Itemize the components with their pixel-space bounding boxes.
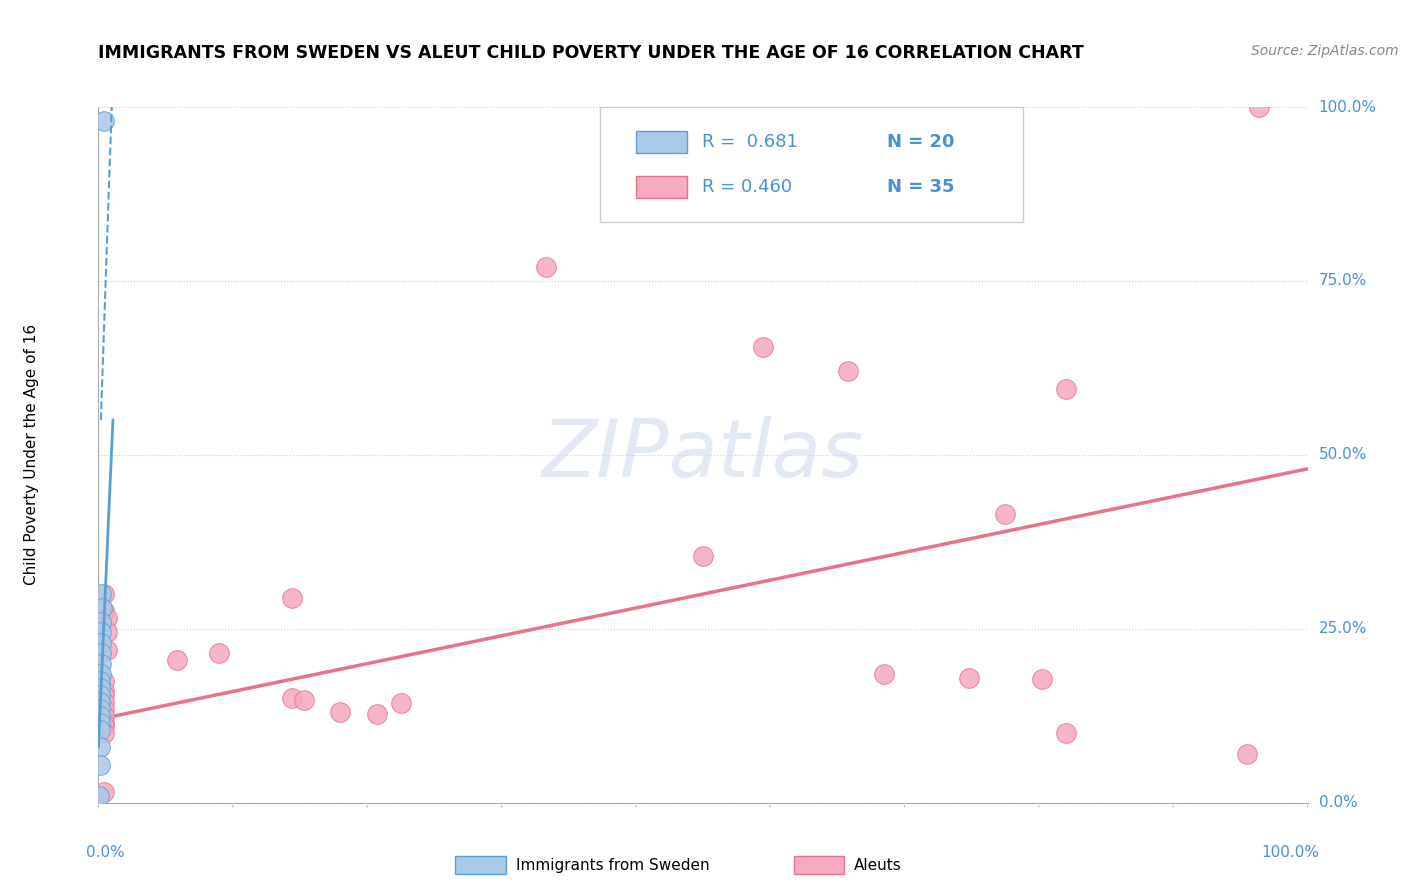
Bar bbox=[793, 856, 845, 874]
Point bbox=[96, 642, 118, 657]
Point bbox=[89, 688, 111, 702]
Point bbox=[93, 702, 115, 716]
Point bbox=[166, 653, 188, 667]
Point bbox=[1249, 100, 1271, 114]
Point bbox=[1054, 726, 1077, 740]
Bar bbox=[637, 176, 688, 198]
Point bbox=[96, 611, 118, 625]
Point bbox=[93, 587, 115, 601]
Text: 100.0%: 100.0% bbox=[1261, 845, 1320, 860]
Text: N = 35: N = 35 bbox=[887, 178, 955, 196]
Point bbox=[292, 693, 315, 707]
Point bbox=[93, 688, 115, 702]
FancyBboxPatch shape bbox=[600, 107, 1024, 222]
Point bbox=[89, 702, 111, 716]
Text: 50.0%: 50.0% bbox=[1319, 448, 1367, 462]
Point bbox=[1236, 747, 1258, 761]
Point bbox=[692, 549, 714, 563]
Point bbox=[93, 114, 115, 128]
Text: N = 20: N = 20 bbox=[887, 133, 955, 151]
Point bbox=[93, 785, 115, 799]
Point bbox=[1031, 672, 1053, 686]
Point bbox=[90, 667, 112, 681]
Point bbox=[534, 260, 557, 274]
Point bbox=[89, 708, 111, 723]
Point bbox=[93, 719, 115, 733]
Point bbox=[96, 625, 118, 640]
Bar bbox=[637, 131, 688, 153]
Point bbox=[93, 695, 115, 709]
Point bbox=[90, 646, 112, 660]
Text: Source: ZipAtlas.com: Source: ZipAtlas.com bbox=[1251, 44, 1399, 58]
Point bbox=[93, 708, 115, 723]
Point bbox=[873, 667, 896, 681]
Point bbox=[89, 695, 111, 709]
Point bbox=[90, 587, 112, 601]
Point bbox=[87, 789, 110, 803]
Point bbox=[90, 615, 112, 629]
Point bbox=[89, 723, 111, 737]
Point bbox=[89, 674, 111, 689]
Text: IMMIGRANTS FROM SWEDEN VS ALEUT CHILD POVERTY UNDER THE AGE OF 16 CORRELATION CH: IMMIGRANTS FROM SWEDEN VS ALEUT CHILD PO… bbox=[98, 45, 1084, 62]
Text: ZIPatlas: ZIPatlas bbox=[541, 416, 865, 494]
Point bbox=[89, 757, 111, 772]
Point bbox=[90, 657, 112, 671]
Point bbox=[93, 684, 115, 698]
Text: 0.0%: 0.0% bbox=[86, 845, 125, 860]
Point bbox=[93, 605, 115, 619]
Bar bbox=[456, 856, 506, 874]
Point bbox=[281, 591, 304, 605]
Point bbox=[1054, 382, 1077, 396]
Point bbox=[994, 507, 1017, 521]
Point bbox=[208, 646, 231, 660]
Text: 75.0%: 75.0% bbox=[1319, 274, 1367, 288]
Point bbox=[89, 740, 111, 755]
Point bbox=[91, 601, 114, 615]
Text: Immigrants from Sweden: Immigrants from Sweden bbox=[516, 858, 709, 873]
Point bbox=[89, 681, 111, 695]
Point bbox=[329, 706, 352, 720]
Text: Child Poverty Under the Age of 16: Child Poverty Under the Age of 16 bbox=[24, 325, 39, 585]
Text: R =  0.681: R = 0.681 bbox=[702, 133, 797, 151]
Point bbox=[837, 364, 859, 378]
Point bbox=[281, 691, 304, 706]
Point bbox=[93, 726, 115, 740]
Point bbox=[389, 696, 412, 710]
Text: R = 0.460: R = 0.460 bbox=[702, 178, 792, 196]
Text: 0.0%: 0.0% bbox=[1319, 796, 1357, 810]
Point bbox=[93, 715, 115, 730]
Text: Aleuts: Aleuts bbox=[855, 858, 901, 873]
Point bbox=[752, 340, 775, 354]
Text: 25.0%: 25.0% bbox=[1319, 622, 1367, 636]
Point bbox=[90, 636, 112, 650]
Point bbox=[90, 625, 112, 640]
Point bbox=[366, 706, 388, 721]
Text: 100.0%: 100.0% bbox=[1319, 100, 1376, 114]
Point bbox=[89, 715, 111, 730]
Point bbox=[93, 674, 115, 689]
Point bbox=[957, 671, 980, 685]
